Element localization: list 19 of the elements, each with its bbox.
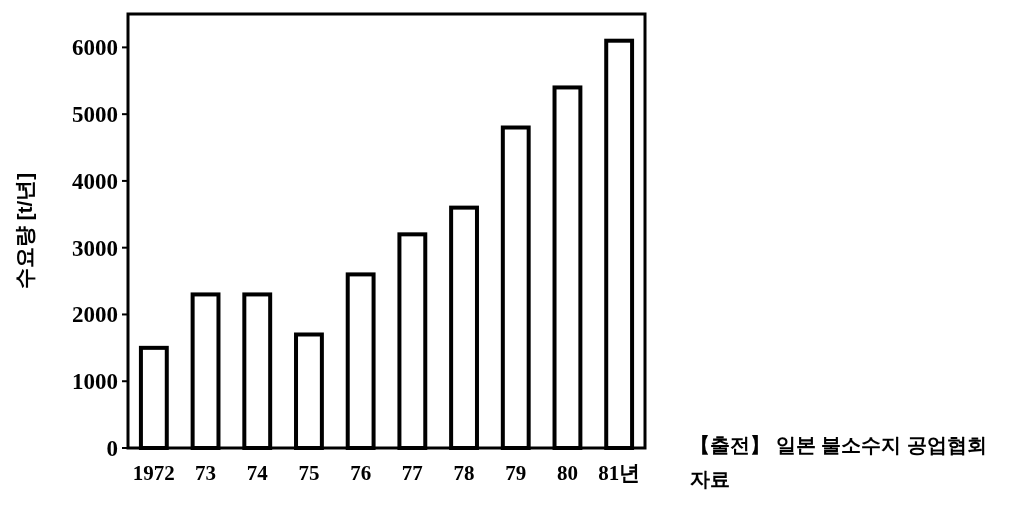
y-tick-label: 3000 bbox=[72, 235, 118, 261]
x-tick-label: 74 bbox=[246, 461, 269, 485]
x-tick-label: 73 bbox=[195, 461, 217, 485]
y-tick-label: 1000 bbox=[72, 369, 118, 395]
x-tick-label: 80 bbox=[556, 461, 578, 485]
y-tick-label: 2000 bbox=[72, 302, 118, 328]
y-tick-label: 5000 bbox=[72, 102, 118, 128]
x-tick-label: 76 bbox=[350, 461, 372, 485]
y-tick-label: 4000 bbox=[72, 168, 118, 194]
x-tick-label: 81년 bbox=[598, 461, 641, 485]
y-tick-label: 6000 bbox=[72, 35, 118, 61]
x-tick-label: 1972 bbox=[132, 461, 175, 485]
x-tick-label: 78 bbox=[453, 461, 475, 485]
x-tick-label: 75 bbox=[298, 461, 320, 485]
y-tick-label: 0 bbox=[106, 436, 118, 461]
y-axis-title: 수요량 [t/년] bbox=[13, 172, 36, 290]
text: 【출전】 일본 불소수지 공업협회 자료 bbox=[690, 433, 988, 492]
x-tick-label: 79 bbox=[505, 461, 527, 485]
x-tick-label: 77 bbox=[401, 461, 423, 485]
